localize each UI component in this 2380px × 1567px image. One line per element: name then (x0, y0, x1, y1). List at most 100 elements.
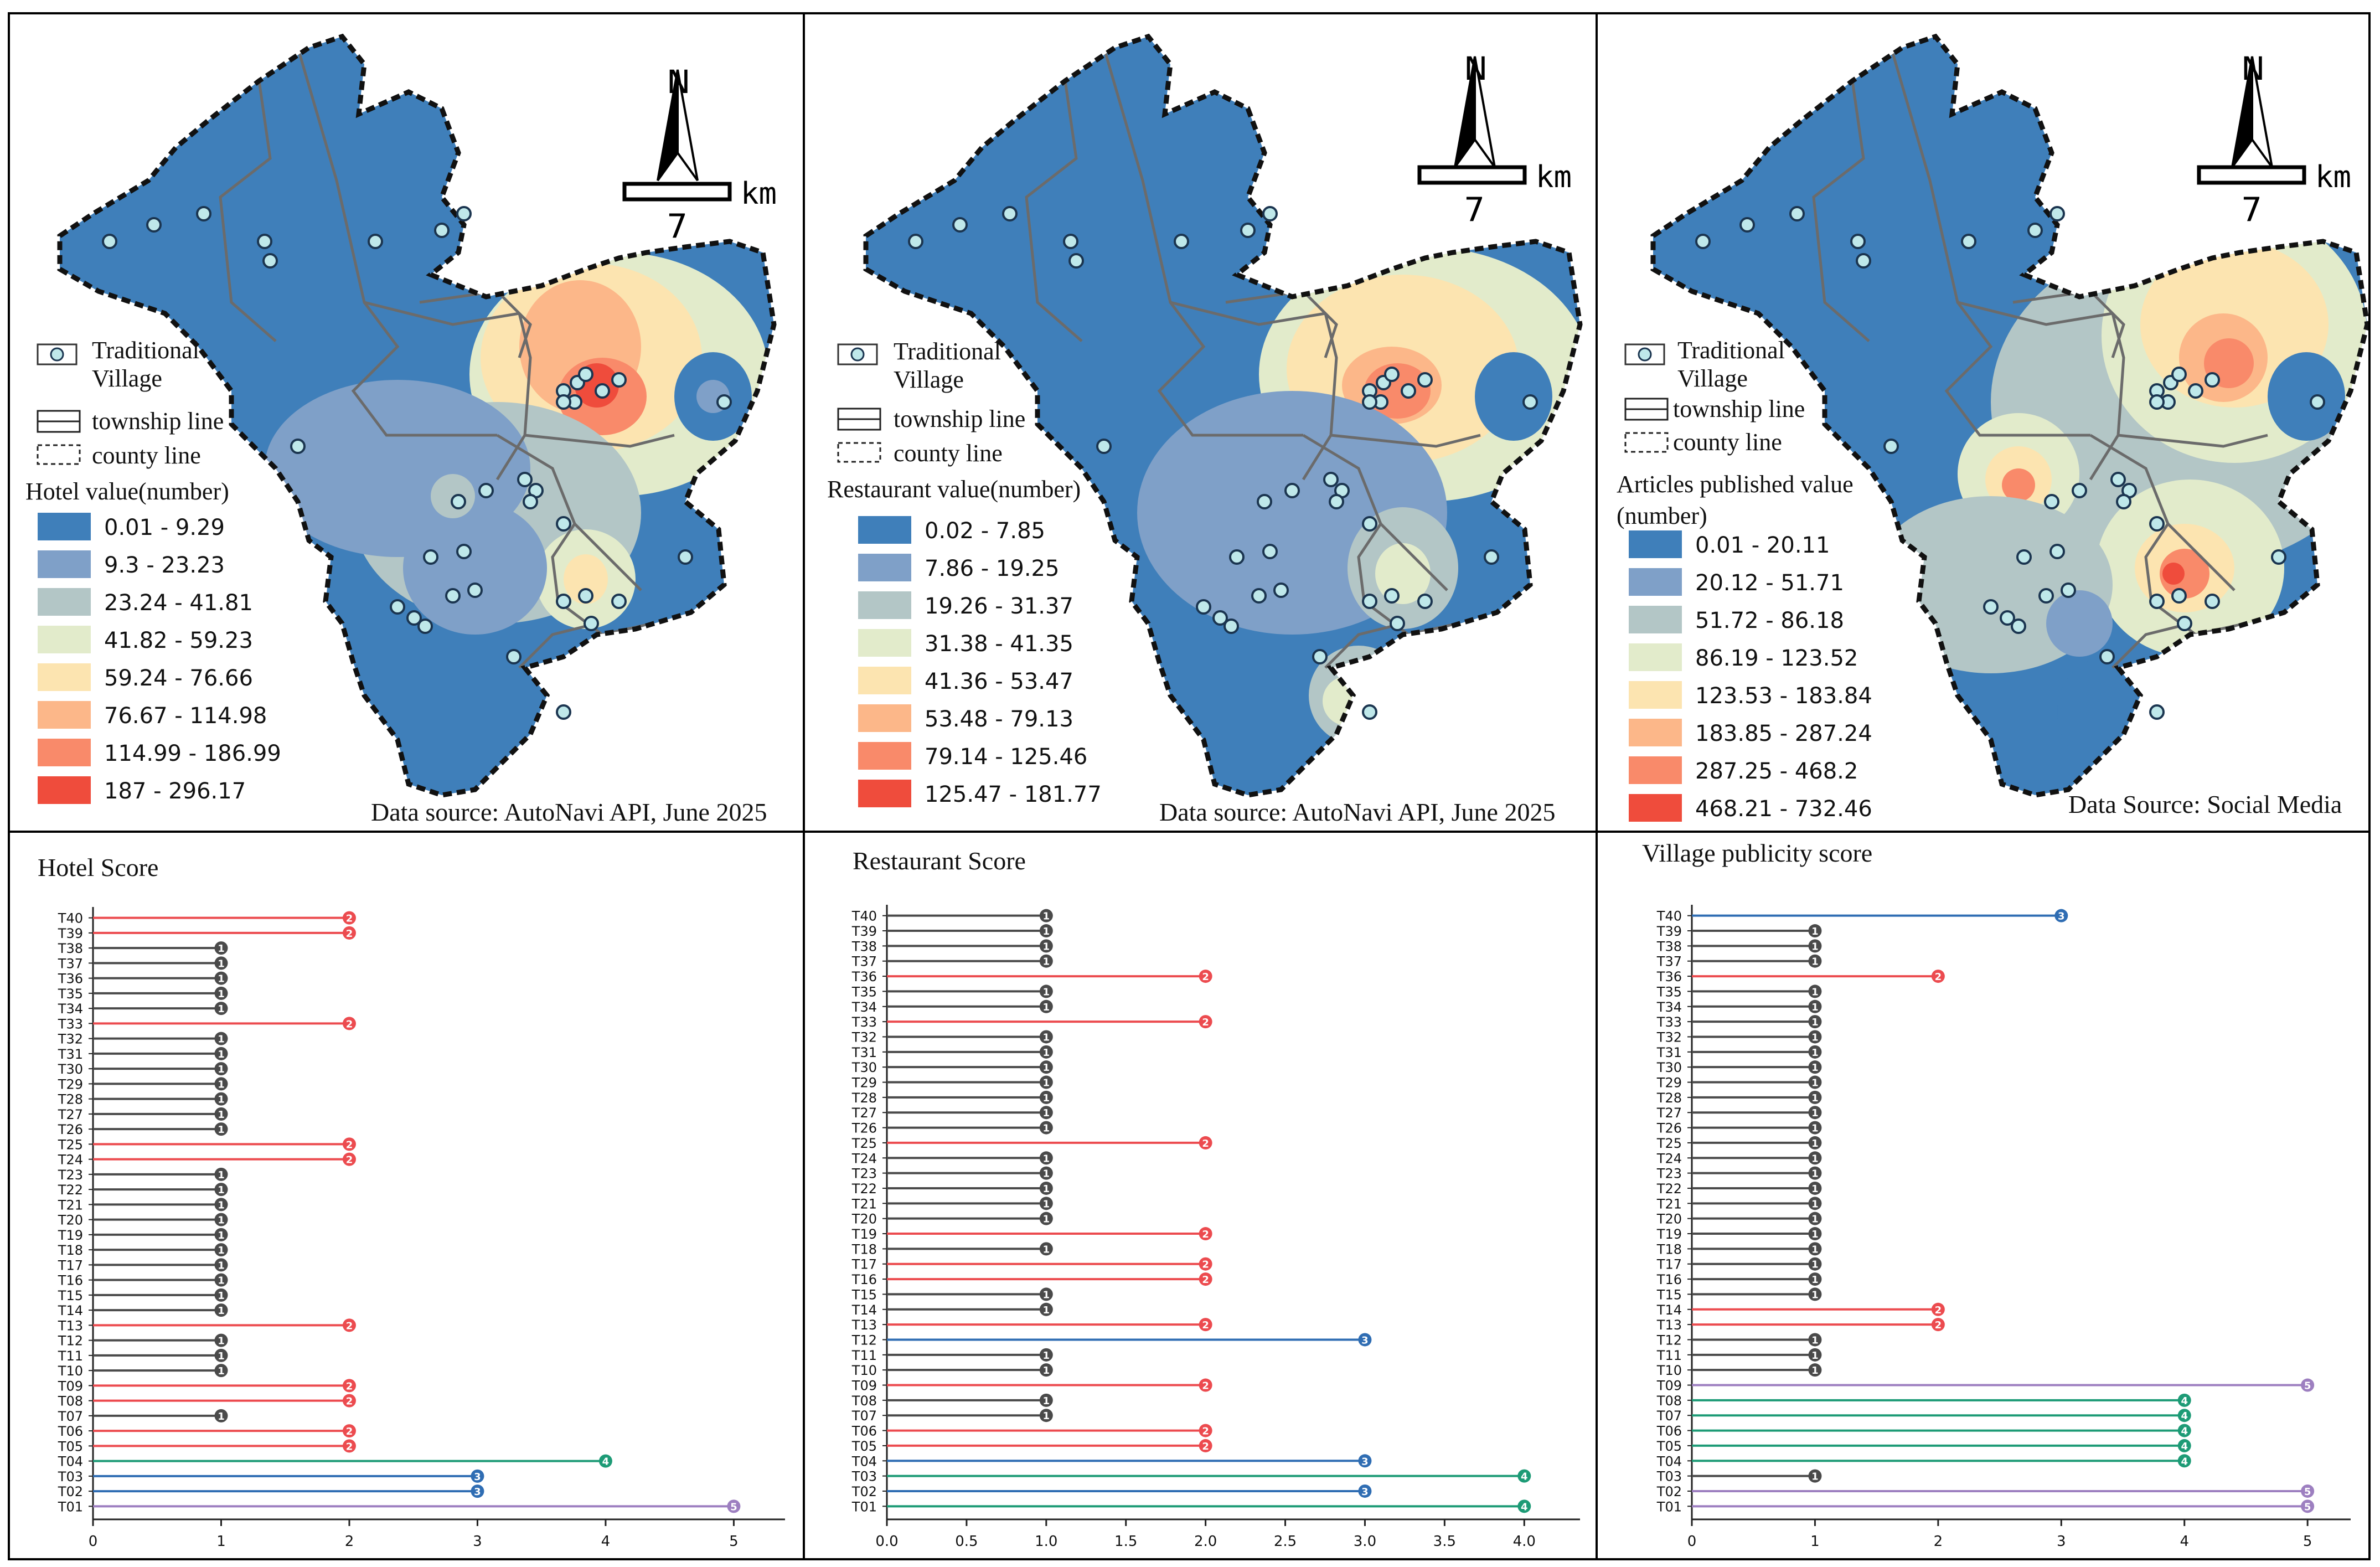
village-marker (2016, 549, 2032, 565)
y-tick-label: T17 (1656, 1257, 1682, 1272)
y-tick-label: T20 (851, 1212, 877, 1227)
legend-swatch (858, 780, 911, 807)
township-line (518, 622, 597, 669)
y-tick-label: T24 (1656, 1151, 1682, 1166)
y-tick-label: T27 (58, 1107, 83, 1122)
village-marker (2000, 610, 2015, 626)
village-marker (2271, 549, 2286, 565)
hotel-map (37, 33, 777, 798)
y-tick-label: T29 (1656, 1075, 1682, 1091)
lollipop-value-label: 4 (2181, 1395, 2188, 1407)
x-tick-label: 4.0 (1513, 1533, 1536, 1550)
lollipop-head (214, 1409, 228, 1422)
lollipop-head (214, 1273, 228, 1287)
village-marker (1063, 234, 1078, 249)
y-tick-label: T28 (1656, 1090, 1682, 1106)
lollipop-value-label: 4 (602, 1456, 610, 1468)
village-marker (578, 367, 593, 382)
lollipop-head (2177, 1424, 2191, 1437)
y-tick-label: T01 (851, 1499, 877, 1514)
lollipop-head (1039, 1409, 1053, 1422)
village-marker (611, 372, 627, 388)
y-tick-label: T27 (851, 1105, 877, 1121)
y-tick-label: T30 (58, 1061, 83, 1077)
lollipop-value-label: 1 (1043, 1244, 1050, 1255)
y-tick-label: T33 (58, 1016, 83, 1032)
lollipop-value-label: 1 (1043, 1002, 1050, 1013)
village-marker (196, 206, 211, 221)
village-marker (262, 253, 278, 269)
x-tick-label: 1.5 (1114, 1533, 1137, 1550)
scale-value: 7 (667, 207, 688, 246)
map-panel-hotel: N km 7 Traditional Village township line… (8, 12, 805, 833)
lollipop-value-label: 1 (1811, 1032, 1819, 1043)
legend-county-symbol (1624, 432, 1669, 453)
lollipop-head (1358, 1484, 1372, 1498)
county-line (57, 33, 777, 798)
y-tick-label: T03 (58, 1469, 83, 1484)
y-tick-label: T28 (58, 1092, 83, 1107)
lollipop-head (1808, 1272, 1822, 1286)
lollipop-head (1808, 1136, 1822, 1150)
lollipop-value-label: 4 (2181, 1410, 2188, 1422)
village-marker (2011, 618, 2026, 634)
y-tick-label: T09 (58, 1378, 83, 1394)
lollipop-head (214, 1288, 228, 1302)
lollipop-head (727, 1499, 741, 1513)
legend-swatch (858, 704, 911, 732)
lollipop-value-label: 1 (1811, 1017, 1819, 1028)
y-tick-label: T25 (851, 1136, 877, 1151)
value-zone (2162, 563, 2185, 585)
village-marker (556, 594, 571, 609)
x-tick-label: 4 (601, 1533, 611, 1550)
lollipop-value-label: 1 (1043, 1153, 1050, 1164)
village-marker (2177, 616, 2192, 631)
township-line (1330, 434, 1481, 448)
y-tick-label: T09 (1656, 1378, 1682, 1394)
lollipop-value-label: 1 (1811, 1350, 1819, 1362)
village-marker (1362, 594, 1377, 609)
village-marker (1390, 616, 1405, 631)
y-tick-label: T11 (851, 1348, 877, 1363)
lollipop-head (1517, 1499, 1531, 1513)
legend-range-label: 23.24 - 41.81 (104, 590, 253, 616)
legend-range-label: 31.38 - 41.35 (925, 631, 1073, 657)
y-tick-label: T23 (851, 1166, 877, 1182)
legend-swatch (1629, 530, 1682, 558)
village-marker (716, 394, 732, 410)
x-tick-label: 5 (2303, 1533, 2312, 1550)
legend-village-label: Traditional Village (894, 338, 1001, 393)
village-marker (1323, 472, 1339, 487)
y-tick-label: T20 (58, 1213, 83, 1228)
restaurant-score-chart: 0.0 0.5 1.0 1.5 2.0 2.5 3.0 3.5 4.0 T01 4 T02 3 T03 4 T… (851, 905, 1580, 1550)
village-marker (1417, 372, 1433, 388)
lollipop-head (1517, 1469, 1531, 1483)
lollipop-head (342, 1394, 356, 1408)
legend-swatch (1629, 606, 1682, 633)
village-marker (1362, 516, 1377, 532)
lollipop-head (1039, 999, 1053, 1013)
y-tick-label: T28 (851, 1090, 877, 1106)
y-tick-label: T26 (1656, 1121, 1682, 1136)
lollipop-value-label: 1 (218, 1049, 225, 1060)
lollipop-value-label: 1 (218, 1064, 225, 1075)
village-marker (556, 704, 571, 720)
village-marker (2116, 494, 2131, 509)
value-zone (1475, 352, 1552, 441)
y-tick-label: T19 (1656, 1226, 1682, 1242)
lollipop-head (214, 1198, 228, 1212)
lollipop-value-label: 3 (474, 1486, 481, 1498)
legend-township-label: township line (894, 405, 1026, 432)
y-tick-label: T03 (1656, 1469, 1682, 1484)
y-tick-label: T06 (851, 1424, 877, 1439)
lollipop-value-label: 4 (2181, 1456, 2188, 1467)
legend-range-label: 76.67 - 114.98 (104, 703, 267, 729)
north-arrow-left (2231, 56, 2253, 168)
village-marker (1196, 599, 1211, 615)
lollipop-head (214, 1258, 228, 1272)
legend-swatch (38, 663, 91, 691)
x-tick-label: 0.0 (875, 1533, 898, 1550)
y-tick-label: T21 (1656, 1196, 1682, 1212)
lollipop-value-label: 2 (1202, 1274, 1209, 1286)
